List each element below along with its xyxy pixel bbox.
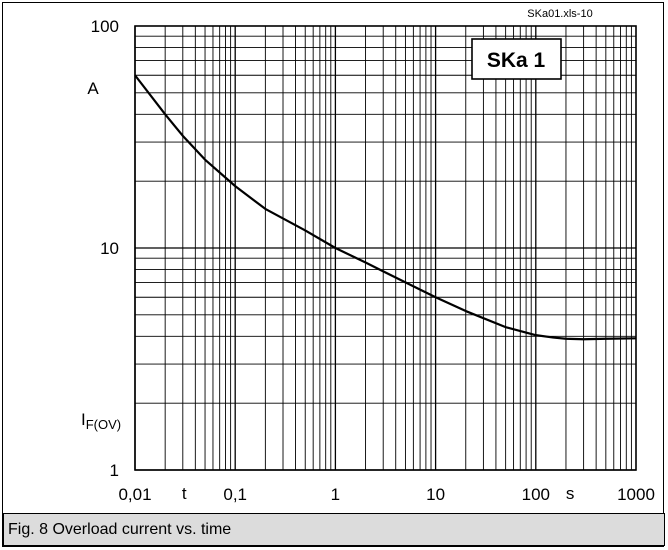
x-axis-unit: s — [566, 484, 575, 503]
badge-group: SKa01.xls-10 SKa 1 — [471, 6, 599, 80]
y-tick-label: 100 — [91, 17, 119, 36]
x-tick-label: 1 — [331, 485, 340, 504]
source-label: SKa01.xls-10 — [527, 8, 592, 20]
y-axis-label: IF(OV) — [81, 410, 121, 432]
x-tick-label: 0,1 — [223, 485, 247, 504]
overload-chart: 0,01 0,1 1 10 100 1000 1 10 100 t s A IF(OV) SKa01.x… — [81, 6, 655, 504]
grid — [134, 26, 636, 471]
y-axis-unit: A — [87, 79, 99, 98]
figure-caption: Fig. 8 Overload current vs. time — [3, 513, 665, 546]
y-tick-label: 1 — [110, 461, 119, 480]
badge-label: SKa 1 — [487, 49, 546, 72]
x-axis-label: t — [182, 484, 187, 503]
series-group — [134, 74, 637, 341]
y-tick-label: 10 — [100, 239, 119, 258]
x-tick-label: 1000 — [617, 485, 655, 504]
x-tick-label: 0,01 — [118, 485, 151, 504]
series-line-0 — [134, 74, 637, 341]
x-tick-label: 100 — [522, 485, 550, 504]
plot-border — [134, 25, 637, 471]
labels-group: 0,01 0,1 1 10 100 1000 1 10 100 t s A IF(OV) — [81, 17, 655, 504]
source-label-bg — [521, 6, 599, 21]
badge-box — [471, 38, 562, 80]
x-tick-label: 10 — [426, 485, 445, 504]
plot-area-border — [134, 25, 637, 471]
